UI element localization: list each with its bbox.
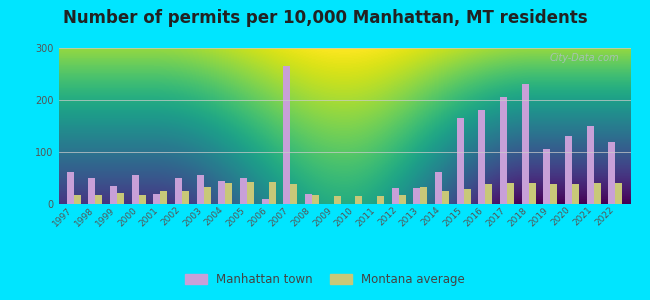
Bar [522, 84, 528, 204]
Bar [565, 136, 572, 204]
Bar [421, 188, 427, 204]
Bar [132, 176, 138, 204]
Bar [587, 126, 593, 204]
Bar [197, 176, 203, 204]
Bar [486, 184, 492, 204]
Bar [398, 195, 406, 204]
Bar [182, 191, 189, 204]
Bar [356, 196, 362, 204]
Bar [312, 195, 319, 204]
Bar [333, 196, 341, 204]
Bar [528, 183, 536, 204]
Bar [161, 191, 167, 204]
Bar [226, 183, 232, 204]
Bar [593, 183, 601, 204]
Bar [110, 186, 117, 204]
Bar [435, 172, 442, 204]
Bar [442, 191, 449, 204]
Bar [240, 178, 247, 204]
Bar [73, 195, 81, 204]
Bar [478, 110, 486, 204]
Bar [88, 178, 96, 204]
Bar [218, 181, 226, 204]
Text: Number of permits per 10,000 Manhattan, MT residents: Number of permits per 10,000 Manhattan, … [62, 9, 588, 27]
Bar [262, 199, 268, 204]
Bar [305, 194, 312, 204]
Bar [96, 195, 102, 204]
Bar [175, 178, 182, 204]
Bar [413, 188, 421, 204]
Bar [138, 195, 146, 204]
Bar [117, 193, 124, 204]
Bar [377, 196, 384, 204]
Bar [616, 183, 622, 204]
Bar [153, 194, 161, 204]
Bar [608, 142, 616, 204]
Bar [500, 98, 507, 204]
Legend: Manhattan town, Montana average: Manhattan town, Montana average [181, 269, 469, 291]
Text: City-Data.com: City-Data.com [549, 53, 619, 63]
Bar [463, 189, 471, 204]
Bar [392, 188, 398, 204]
Bar [247, 182, 254, 204]
Bar [291, 184, 297, 204]
Bar [551, 184, 557, 204]
Bar [457, 118, 463, 204]
Bar [507, 183, 514, 204]
Bar [203, 188, 211, 204]
Bar [283, 66, 291, 204]
Bar [543, 149, 551, 204]
Bar [572, 184, 579, 204]
Bar [67, 172, 73, 204]
Bar [268, 182, 276, 204]
